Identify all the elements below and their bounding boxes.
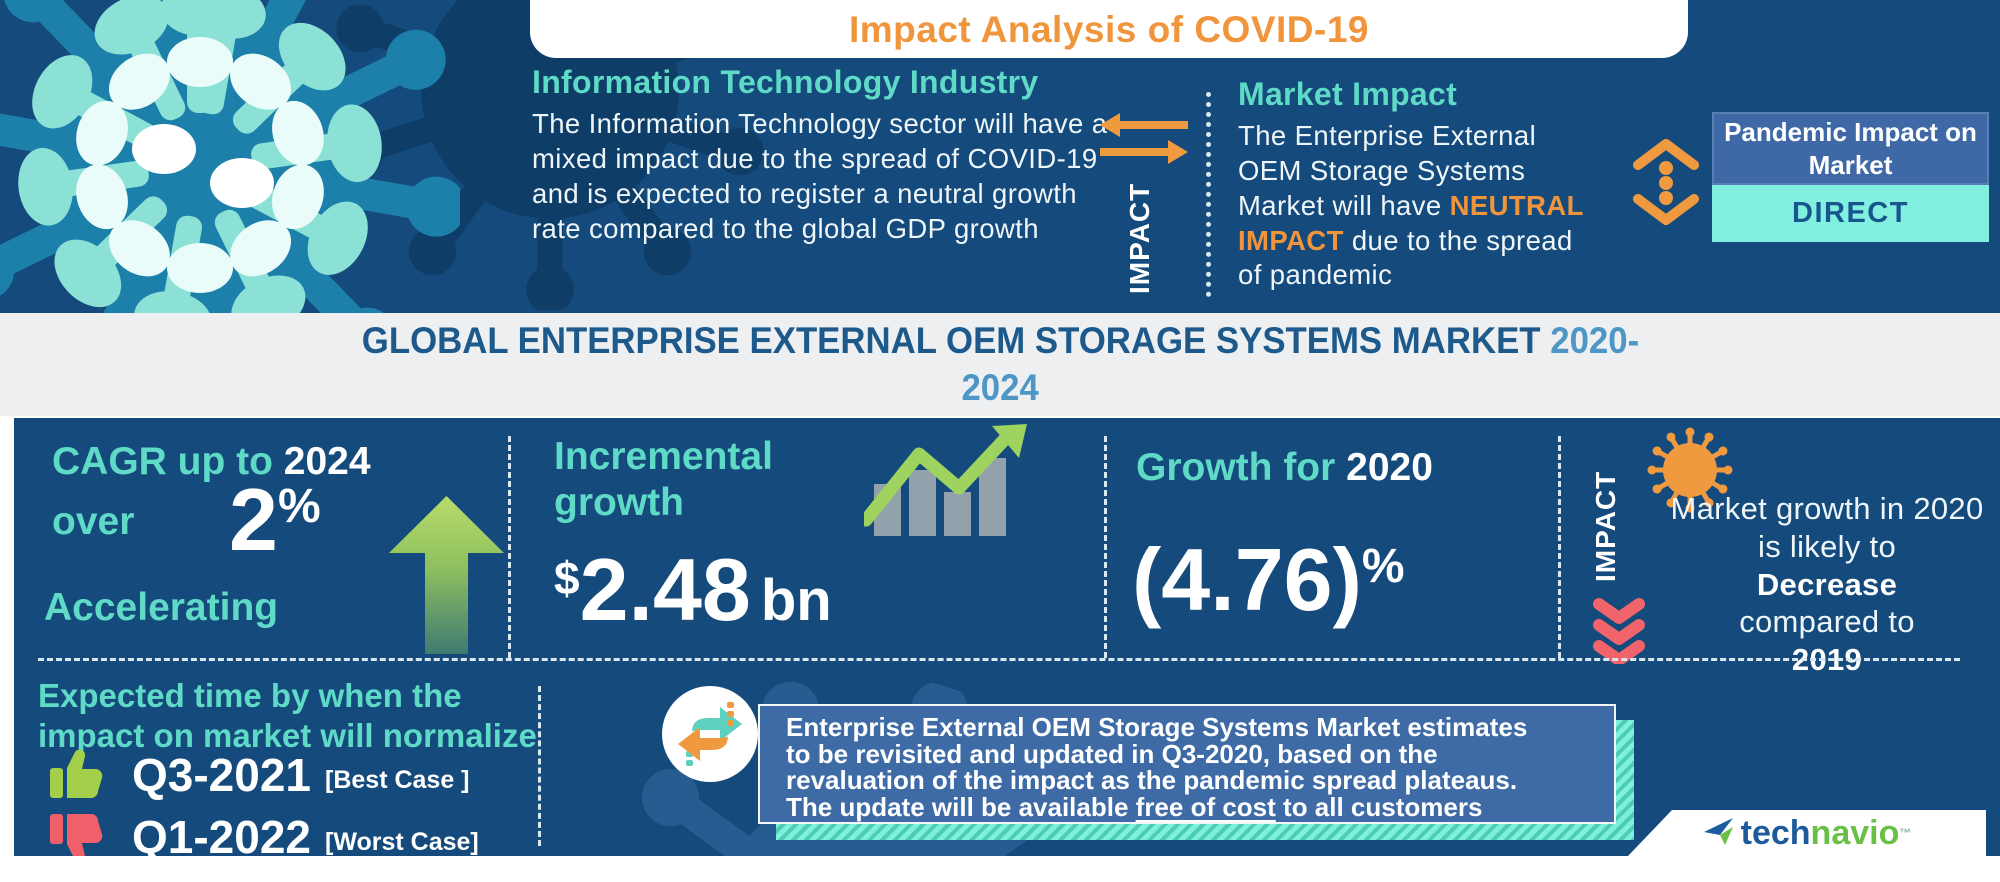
growth-line: Growth for 2020 bbox=[1136, 446, 1433, 490]
growth-chart-icon bbox=[864, 424, 1027, 536]
impact-note-text-2: compared to bbox=[1739, 604, 1915, 640]
logo-trademark: ™ bbox=[1899, 826, 1912, 840]
top-section: Impact Analysis of COVID-19 Information … bbox=[0, 0, 2000, 313]
coronavirus-icon bbox=[0, 0, 460, 313]
industry-block: Information Technology Industry The Info… bbox=[532, 64, 1122, 246]
market-impact-text-before: The Enterprise External OEM Storage Syst… bbox=[1238, 119, 1537, 221]
cagr-percent-sign: % bbox=[277, 480, 321, 533]
growth-year: 2020 bbox=[1346, 446, 1433, 489]
incremental-unit: bn bbox=[760, 568, 832, 633]
revision-icon-circle bbox=[662, 686, 758, 782]
cagr-line: CAGR up to 2024 bbox=[52, 440, 371, 484]
pandemic-impact-value-box: DIRECT bbox=[1712, 185, 1989, 242]
market-title-years-1: 2020- bbox=[1549, 320, 1639, 362]
technavio-logo-icon bbox=[1703, 818, 1733, 845]
normalize-heading: Expected time by when the impact on mark… bbox=[38, 677, 537, 755]
banner-title: Impact Analysis of COVID-19 bbox=[849, 9, 1369, 50]
update-note-box: Enterprise External OEM Storage Systems … bbox=[758, 704, 1616, 824]
dashed-divider-2 bbox=[1104, 436, 1107, 658]
impact-vertical-label: IMPACT bbox=[1124, 182, 1155, 294]
incremental-value: $2.48 bn bbox=[554, 546, 832, 634]
worst-case-value: Q1-2022 bbox=[132, 811, 312, 856]
dashed-divider-1 bbox=[508, 436, 511, 658]
stats-panel: CAGR up to 2024 over 2% Accelerating Inc… bbox=[14, 418, 2000, 856]
impact-vertical-label-2: IMPACT bbox=[1590, 470, 1621, 582]
banner: Impact Analysis of COVID-19 bbox=[530, 0, 1688, 58]
thumbs-up-icon bbox=[50, 749, 103, 798]
currency-sign: $ bbox=[554, 552, 580, 604]
logo-text-secondary: navio bbox=[1810, 813, 1900, 852]
market-impact-heading: Market Impact bbox=[1238, 76, 1458, 112]
incremental-number: 2.48 bbox=[579, 540, 751, 639]
market-title-main: GLOBAL ENTERPRISE EXTERNAL OEM STORAGE S… bbox=[361, 320, 1550, 362]
dotted-divider bbox=[1206, 92, 1211, 297]
market-title-line2: 2024 bbox=[961, 365, 1038, 411]
industry-body: The Information Technology sector will h… bbox=[532, 107, 1108, 244]
market-impact-text-after: due to the spread of pandemic bbox=[1238, 224, 1573, 291]
pandemic-impact-box-group: Pandemic Impact on Market DIRECT bbox=[1712, 112, 1989, 242]
free-of-cost-text: free of cost bbox=[1135, 791, 1276, 822]
market-impact-block: Market Impact The Enterprise External OE… bbox=[1238, 76, 1598, 293]
cagr-value: 2% bbox=[229, 476, 321, 564]
thumbs-down-icon bbox=[50, 814, 103, 856]
market-impact-highlight: NEUTRAL IMPACT bbox=[1238, 189, 1584, 256]
cagr-over: over bbox=[52, 500, 135, 543]
dashed-divider-4 bbox=[538, 686, 541, 846]
industry-heading: Information Technology Industry bbox=[532, 64, 1039, 100]
update-line-1: Enterprise External OEM Storage Systems … bbox=[786, 712, 1528, 742]
update-line-3: revaluation of the impact as the pandemi… bbox=[786, 765, 1518, 795]
worst-case-label: [Worst Case] bbox=[325, 827, 479, 856]
dashed-divider-horizontal bbox=[38, 658, 1960, 661]
exchange-arrows-icon bbox=[678, 702, 742, 766]
incremental-heading: Incremental growth bbox=[554, 435, 773, 525]
down-chevrons-icon bbox=[1593, 598, 1645, 664]
growth-number: (4.76) bbox=[1132, 530, 1362, 629]
cagr-value-number: 2 bbox=[229, 470, 278, 569]
cagr-trend: Accelerating bbox=[44, 586, 279, 629]
growth-label: Growth for bbox=[1136, 446, 1347, 489]
market-impact-body: The Enterprise External OEM Storage Syst… bbox=[1238, 119, 1598, 294]
impact-note-bold-1: Decrease bbox=[1756, 566, 1898, 602]
update-line-4-after: to all customers bbox=[1275, 791, 1483, 822]
growth-value: (4.76)% bbox=[1132, 536, 1405, 624]
impact-arrows-icon bbox=[1100, 113, 1188, 164]
best-case-row: Q3-2021 [Best Case ] bbox=[50, 748, 470, 802]
best-case-value: Q3-2021 bbox=[132, 749, 312, 801]
dashed-divider-3 bbox=[1558, 436, 1561, 658]
impact-note: Market growth in 2020 is likely to Decre… bbox=[1662, 490, 1992, 679]
covid-impact-icon bbox=[1647, 427, 1733, 513]
up-arrow-icon bbox=[389, 496, 504, 654]
market-title-years-2: 2024 bbox=[961, 366, 1039, 408]
worst-case-row: Q1-2022 [Worst Case] bbox=[50, 810, 479, 856]
update-line-2: to be revisited and updated in Q3-2020, … bbox=[786, 738, 1438, 769]
market-title-line1: GLOBAL ENTERPRISE EXTERNAL OEM STORAGE S… bbox=[361, 318, 1638, 364]
logo-band: tech navio ™ bbox=[1628, 810, 1986, 856]
growth-percent-sign: % bbox=[1361, 540, 1405, 593]
title-band: GLOBAL ENTERPRISE EXTERNAL OEM STORAGE S… bbox=[0, 313, 2000, 416]
cagr-year: 2024 bbox=[283, 440, 371, 483]
cagr-label: CAGR up to bbox=[52, 440, 284, 483]
expand-dots-icon bbox=[1633, 139, 1699, 225]
update-line-4: The update will be available free of cos… bbox=[786, 791, 1614, 822]
best-case-label: [Best Case ] bbox=[325, 765, 470, 794]
logo-text-primary: tech bbox=[1740, 813, 1811, 852]
pandemic-impact-label-box: Pandemic Impact on Market bbox=[1712, 112, 1989, 185]
update-line-4-before: The update will be available bbox=[786, 791, 1136, 822]
impact-note-text-1: Market growth in 2020 is likely to bbox=[1670, 491, 1984, 564]
